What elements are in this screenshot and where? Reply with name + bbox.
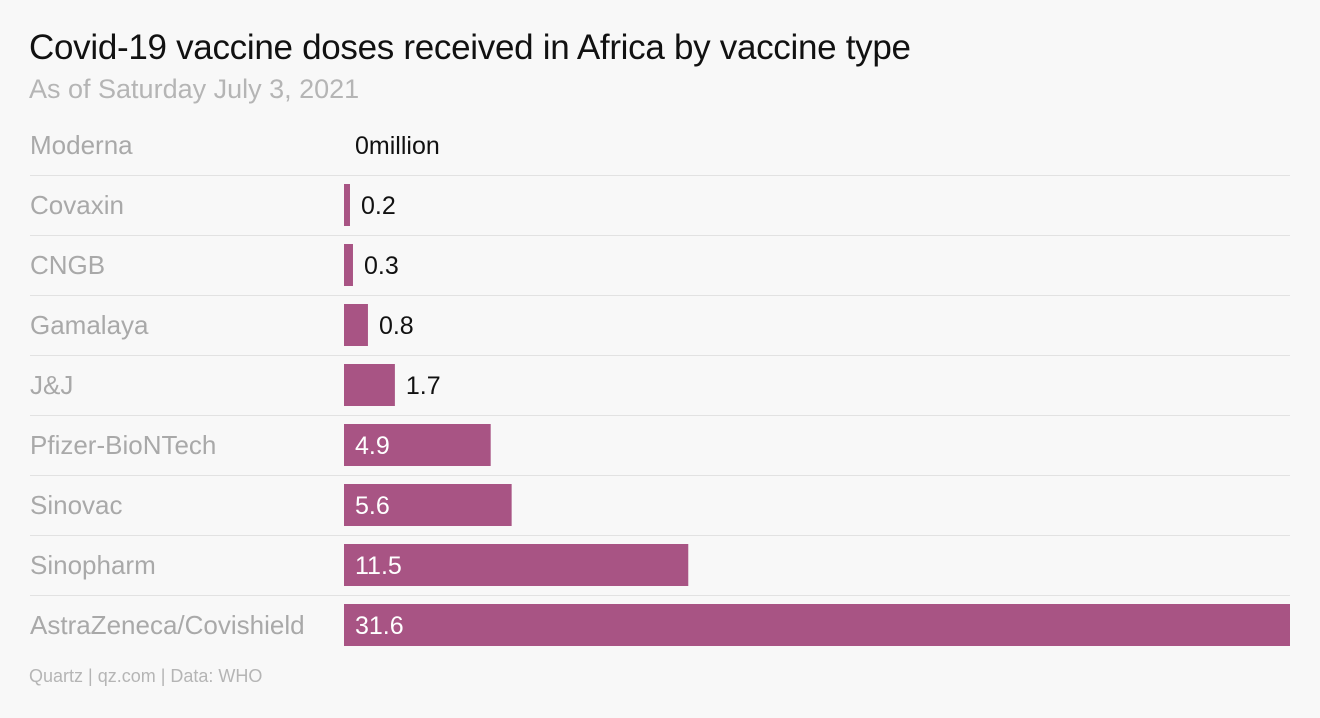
bar — [344, 424, 491, 466]
source-note: Quartz | qz.com | Data: WHO — [29, 666, 263, 686]
category-label: Gamalaya — [30, 310, 149, 340]
value-label: 11.5 — [355, 552, 402, 580]
value-label: 1.7 — [406, 372, 441, 400]
bar — [344, 364, 395, 406]
category-label: CNGB — [30, 250, 105, 280]
category-label: Covaxin — [30, 190, 124, 220]
value-label: 4.9 — [355, 432, 390, 460]
value-label: 0.3 — [364, 252, 399, 280]
bar — [344, 604, 1290, 646]
value-label: 31.6 — [355, 612, 404, 640]
chart-subtitle: As of Saturday July 3, 2021 — [29, 74, 360, 104]
category-label: J&J — [30, 370, 73, 400]
category-label: Sinopharm — [30, 550, 156, 580]
value-label: 0million — [355, 132, 440, 160]
bar — [344, 544, 689, 586]
bar — [344, 304, 368, 346]
category-label: Pfizer-BioNTech — [30, 430, 216, 460]
chart-title: Covid-19 vaccine doses received in Afric… — [29, 28, 911, 67]
bar — [344, 484, 512, 526]
value-label: 0.8 — [379, 312, 414, 340]
value-label: 0.2 — [361, 192, 396, 220]
bar — [344, 244, 353, 286]
bar — [344, 184, 350, 226]
category-label: Moderna — [30, 130, 133, 160]
value-label: 5.6 — [355, 492, 390, 520]
category-label: AstraZeneca/Covishield — [30, 610, 305, 640]
category-label: Sinovac — [30, 490, 123, 520]
